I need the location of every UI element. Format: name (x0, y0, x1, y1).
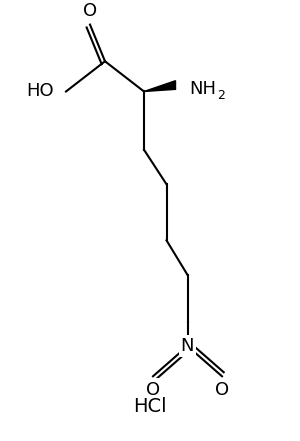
Polygon shape (144, 81, 176, 91)
Text: O: O (215, 381, 229, 399)
Text: HCl: HCl (133, 397, 167, 416)
Text: O: O (83, 2, 97, 20)
Text: N: N (181, 337, 194, 355)
Text: O: O (146, 381, 160, 399)
Text: NH: NH (189, 80, 216, 98)
Text: 2: 2 (218, 90, 225, 102)
Text: HO: HO (26, 82, 54, 101)
